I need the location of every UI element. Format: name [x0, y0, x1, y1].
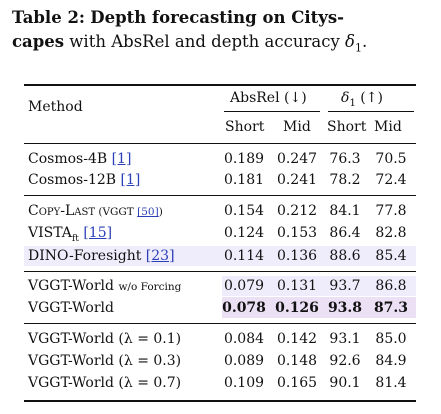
- cell-delta-short: 90.1: [329, 375, 361, 391]
- bottom-rule: [24, 400, 416, 402]
- cell-absrel-short: 0.079: [223, 278, 265, 294]
- cell-delta-short: 76.3: [329, 151, 361, 167]
- citation-link[interactable]: [1]: [120, 172, 141, 188]
- header-delta: δ: [341, 90, 350, 106]
- cell-delta-mid: 81.4: [375, 375, 407, 391]
- row-method: VGGT-World: [28, 299, 114, 317]
- header-method: Method: [28, 99, 83, 115]
- method-close: ): [158, 206, 163, 218]
- cell-delta-mid: 72.4: [375, 172, 407, 188]
- cell-absrel-short: 0.154: [223, 203, 265, 219]
- cell-absrel-mid: 0.153: [276, 225, 318, 241]
- method-name: Cosmos-4B: [28, 151, 112, 167]
- row-method: Cosmos-12B [1]: [28, 171, 140, 189]
- cell-delta-mid: 85.0: [375, 331, 407, 347]
- header-absrel-short: Short: [225, 119, 265, 135]
- citation-link[interactable]: [50]: [137, 206, 159, 218]
- method-suffix: w/o Forcing: [118, 281, 182, 293]
- cell-absrel-mid: 0.247: [276, 151, 318, 167]
- table-caption: Table 2: Depth forecasting on Citys-cape…: [12, 6, 432, 60]
- cell-delta-short: 78.2: [329, 172, 361, 188]
- cell-delta-mid: 84.9: [375, 353, 407, 369]
- citation-link[interactable]: [1]: [111, 151, 132, 167]
- absrel-underline: [224, 111, 320, 112]
- group-rule-2: [24, 271, 416, 272]
- cell-delta-short: 88.6: [329, 248, 361, 264]
- cell-absrel-short: 0.084: [223, 331, 265, 347]
- header-absrel-mid: Mid: [283, 119, 311, 135]
- cell-absrel-short: 0.181: [223, 172, 265, 188]
- cell-delta-mid: 87.3: [373, 300, 409, 316]
- cell-absrel-mid: 0.136: [276, 248, 318, 264]
- cell-absrel-short: 0.089: [223, 353, 265, 369]
- header-delta1: δ1 (↑): [341, 89, 383, 113]
- cell-absrel-mid: 0.126: [275, 300, 319, 316]
- row-method: Copy-Last (VGGT [50]): [28, 202, 163, 221]
- header-absrel: AbsRel (↓): [230, 90, 307, 106]
- method-subscript: ft: [71, 233, 79, 244]
- header-delta-arrow: (↑): [355, 90, 383, 106]
- cell-delta-short: 93.7: [329, 278, 361, 294]
- citation-link[interactable]: [23]: [145, 248, 175, 264]
- cell-delta-mid: 77.8: [375, 203, 407, 219]
- cell-delta-mid: 70.5: [375, 151, 407, 167]
- method-name: VISTA: [28, 225, 72, 241]
- delta1-underline: [328, 111, 414, 112]
- group-rule-1: [24, 195, 416, 196]
- citation-link[interactable]: [15]: [83, 225, 113, 241]
- row-method: VGGT-World w/o Forcing: [28, 277, 181, 296]
- method-suffix: (VGGT: [95, 206, 138, 218]
- cell-absrel-mid: 0.212: [276, 203, 318, 219]
- row-method: Cosmos-4B [1]: [28, 150, 131, 168]
- top-rule: [24, 84, 416, 86]
- highlight-vggt-world-row: [222, 297, 416, 318]
- cell-delta-short: 84.1: [329, 203, 361, 219]
- cell-delta-mid: 82.8: [375, 225, 407, 241]
- header-rule: [24, 143, 416, 144]
- cell-absrel-short: 0.078: [222, 300, 266, 316]
- caption-period: .: [361, 32, 368, 51]
- row-method: DINO-Foresight [23]: [28, 247, 175, 265]
- cell-absrel-mid: 0.165: [276, 375, 318, 391]
- highlight-dino-foresight-row: [24, 246, 416, 266]
- caption-delta: δ: [345, 32, 355, 51]
- highlight-vggt-world-wo-row: [222, 276, 416, 296]
- cell-delta-short: 93.8: [327, 300, 363, 316]
- caption-label: Table 2:: [12, 8, 86, 27]
- caption-delta-sub: 1: [354, 41, 362, 55]
- header-delta-short: Short: [327, 119, 367, 135]
- cell-absrel-short: 0.114: [223, 248, 265, 264]
- caption-title: Depth forecasting on Citys-capes: [12, 8, 344, 51]
- cell-absrel-short: 0.109: [223, 375, 265, 391]
- row-method: VISTAft [15]: [28, 224, 112, 248]
- method-name: VGGT-World: [28, 278, 119, 294]
- cell-delta-short: 93.1: [329, 331, 361, 347]
- header-delta-sub: 1: [349, 97, 356, 109]
- row-method: VGGT-World (λ = 0.1): [28, 331, 182, 347]
- row-method: VGGT-World (λ = 0.7): [28, 375, 182, 391]
- header-delta-mid: Mid: [374, 119, 402, 135]
- method-name: Cosmos-12B: [28, 172, 121, 188]
- row-method: VGGT-World (λ = 0.3): [28, 353, 182, 369]
- cell-delta-short: 86.4: [329, 225, 361, 241]
- cell-absrel-mid: 0.131: [276, 278, 318, 294]
- cell-absrel-mid: 0.142: [276, 331, 318, 347]
- method-name: Copy-Last: [28, 203, 96, 219]
- cell-delta-mid: 85.4: [375, 248, 407, 264]
- method-name: DINO-Foresight: [28, 248, 146, 264]
- cell-delta-mid: 86.8: [375, 278, 407, 294]
- cell-absrel-short: 0.124: [223, 225, 265, 241]
- cell-absrel-mid: 0.241: [276, 172, 318, 188]
- cell-absrel-mid: 0.148: [276, 353, 318, 369]
- method-name: VGGT-World: [28, 300, 114, 316]
- cell-delta-short: 92.6: [329, 353, 361, 369]
- cell-absrel-short: 0.189: [223, 151, 265, 167]
- group-rule-3: [24, 323, 416, 324]
- caption-rest: with AbsRel and depth accuracy: [64, 32, 346, 51]
